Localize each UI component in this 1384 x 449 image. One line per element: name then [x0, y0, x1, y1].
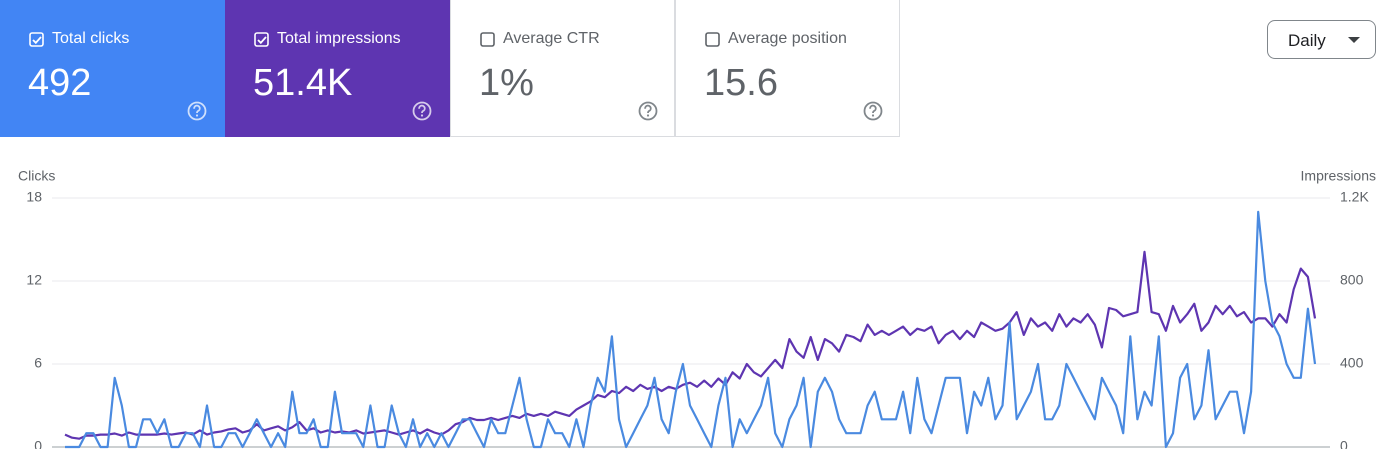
checkbox-box	[705, 32, 720, 47]
help-dot	[195, 114, 199, 117]
checkmark	[32, 36, 42, 45]
y-tick-label: 18	[26, 189, 42, 205]
help-circle	[863, 101, 883, 121]
checkbox-box	[29, 32, 44, 47]
metric-value: 492	[28, 62, 92, 104]
y-tick-label: 12	[26, 272, 42, 288]
y-tick-label: 6	[34, 355, 42, 371]
y-axis-title: Clicks	[18, 168, 55, 184]
help-dot	[646, 114, 650, 117]
metric-card[interactable]: Total clicks 492	[0, 0, 225, 137]
series-line	[64, 250, 1317, 440]
metric-label: Total clicks	[52, 30, 130, 47]
metric-label: Average position	[728, 30, 847, 47]
help-dot	[420, 114, 424, 117]
series-line	[65, 210, 1317, 449]
y2-axis-title: Impressions	[1301, 168, 1376, 184]
help-icon	[638, 101, 658, 121]
help-circle	[412, 101, 432, 121]
checkbox	[480, 32, 495, 47]
help-icon	[187, 101, 207, 121]
y2-tick-label: 0	[1340, 438, 1348, 449]
checkbox	[705, 32, 720, 47]
metric-label: Total impressions	[277, 30, 401, 47]
help-glyph	[193, 104, 201, 114]
metric-card[interactable]: Total impressions 51.4K	[225, 0, 450, 137]
checkbox-box	[480, 32, 495, 47]
range-label: Daily	[1288, 31, 1326, 50]
metric-value: 1%	[479, 62, 534, 104]
checkbox	[29, 32, 44, 47]
help-dot	[871, 114, 875, 117]
help-glyph	[418, 104, 426, 114]
metric-card[interactable]: Average position 15.6	[675, 0, 900, 137]
dropdown-arrow	[1348, 37, 1360, 43]
y2-tick-label: 400	[1340, 355, 1364, 371]
metric-value: 51.4K	[253, 62, 353, 104]
metric-value: 15.6	[704, 62, 778, 104]
help-circle	[187, 101, 207, 121]
help-glyph	[869, 104, 877, 114]
metric-label: Average CTR	[503, 30, 600, 47]
checkbox	[254, 32, 269, 47]
checkbox-box	[254, 32, 269, 47]
help-icon	[863, 101, 883, 121]
help-icon	[412, 101, 432, 121]
range-dropdown[interactable]: Daily	[1267, 20, 1376, 59]
help-circle	[638, 101, 658, 121]
y-tick-label: 0	[34, 438, 42, 449]
checkmark	[257, 36, 267, 45]
y2-tick-label: 1.2K	[1340, 189, 1369, 205]
y2-tick-label: 800	[1340, 272, 1364, 288]
help-glyph	[644, 104, 652, 114]
metric-card[interactable]: Average CTR 1%	[450, 0, 675, 137]
